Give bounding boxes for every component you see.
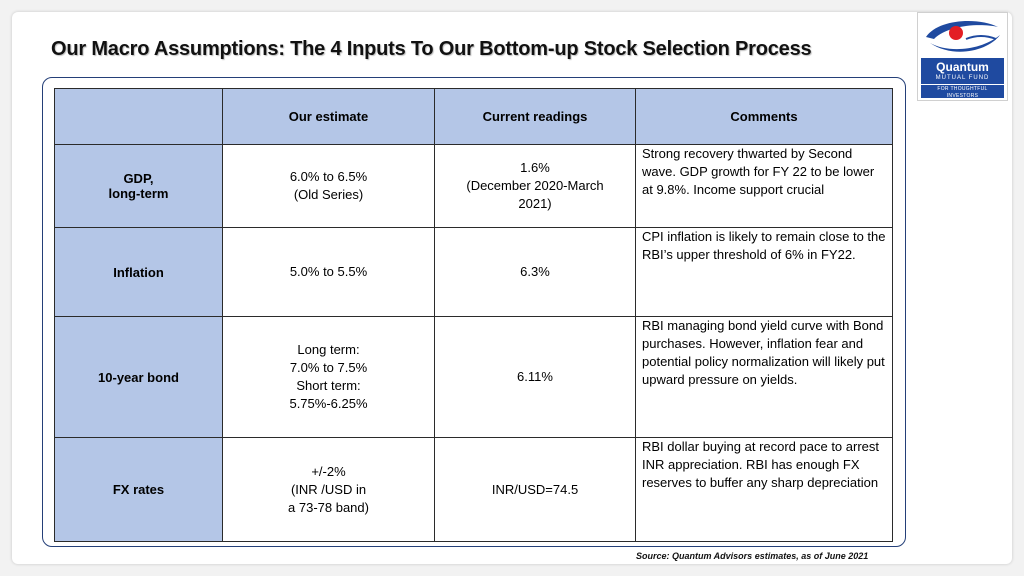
logo-subtitle: MUTUAL FUND bbox=[935, 75, 990, 81]
estimate-cell: 5.0% to 5.5% bbox=[222, 227, 435, 317]
table-row-fx: FX rates +/-2% (INR /USD in a 73-78 band… bbox=[54, 437, 893, 542]
header-cell-comments: Comments bbox=[635, 88, 893, 145]
current-reading-cell: 6.11% bbox=[434, 316, 636, 438]
estimate-line: 7.0% to 7.5% bbox=[289, 360, 368, 375]
quantum-logo: Quantum MUTUAL FUND FOR THOUGHTFUL INVES… bbox=[917, 12, 1008, 101]
comment-cell: RBI managing bond yield curve with Bond … bbox=[635, 316, 893, 438]
estimate-cell: +/-2% (INR /USD in a 73-78 band) bbox=[222, 437, 435, 542]
estimate-line: a 73-78 band) bbox=[288, 499, 369, 515]
table-row-gdp: GDP, long-term 6.0% to 6.5% (Old Series)… bbox=[54, 144, 893, 228]
table-row-inflation: Inflation 5.0% to 5.5% 6.3% CPI inflatio… bbox=[54, 227, 893, 317]
comment-cell: Strong recovery thwarted by Second wave.… bbox=[635, 144, 893, 228]
row-label: 10-year bond bbox=[54, 316, 223, 438]
current-reading-cell: INR/USD=74.5 bbox=[434, 437, 636, 542]
current-reading-cell: 6.3% bbox=[434, 227, 636, 317]
slide-title: Our Macro Assumptions: The 4 Inputs To O… bbox=[51, 38, 812, 60]
logo-brand: Quantum MUTUAL FUND FOR THOUGHTFUL INVES… bbox=[921, 58, 1004, 100]
row-label: GDP, long-term bbox=[54, 144, 223, 228]
source-note: Source: Quantum Advisors estimates, as o… bbox=[636, 551, 869, 561]
current-line: 1.6% bbox=[520, 160, 550, 175]
estimate-line: 6.0% to 6.5% bbox=[289, 169, 368, 184]
table-row-bond: 10-year bond Long term: 7.0% to 7.5% Sho… bbox=[54, 316, 893, 438]
estimate-line: Long term: bbox=[297, 342, 360, 357]
comment-cell: CPI inflation is likely to remain close … bbox=[635, 227, 893, 317]
estimate-cell: Long term: 7.0% to 7.5% Short term: 5.75… bbox=[222, 316, 435, 438]
estimate-line: Short term: bbox=[296, 378, 361, 393]
header-cell-current: Current readings bbox=[434, 88, 636, 145]
estimate-cell: 6.0% to 6.5% (Old Series) bbox=[222, 144, 435, 228]
header-cell-estimate: Our estimate bbox=[222, 88, 435, 145]
comment-cell: RBI dollar buying at record pace to arre… bbox=[635, 437, 893, 542]
header-cell-blank bbox=[54, 88, 223, 145]
estimate-line: 5.75%-6.25% bbox=[289, 396, 368, 411]
macro-assumptions-table: Our estimate Current readings Comments G… bbox=[54, 88, 893, 542]
row-label: FX rates bbox=[54, 437, 223, 542]
current-line: 2021) bbox=[518, 196, 552, 211]
row-label: Inflation bbox=[54, 227, 223, 317]
table-header-row: Our estimate Current readings Comments bbox=[54, 88, 893, 145]
estimate-line: (Old Series) bbox=[293, 187, 364, 202]
row-label-line: GDP, bbox=[123, 171, 154, 186]
logo-tagline: FOR THOUGHTFUL INVESTORS bbox=[921, 84, 1004, 100]
current-reading-cell: 1.6% (December 2020-March 2021) bbox=[434, 144, 636, 228]
quantum-logo-icon bbox=[926, 21, 1000, 52]
row-label-line: long-term bbox=[108, 186, 169, 201]
logo-name: Quantum bbox=[936, 60, 989, 74]
estimate-line: (INR /USD in bbox=[290, 481, 367, 497]
current-line: (December 2020-March bbox=[466, 178, 604, 193]
estimate-line: +/-2% bbox=[311, 463, 346, 479]
